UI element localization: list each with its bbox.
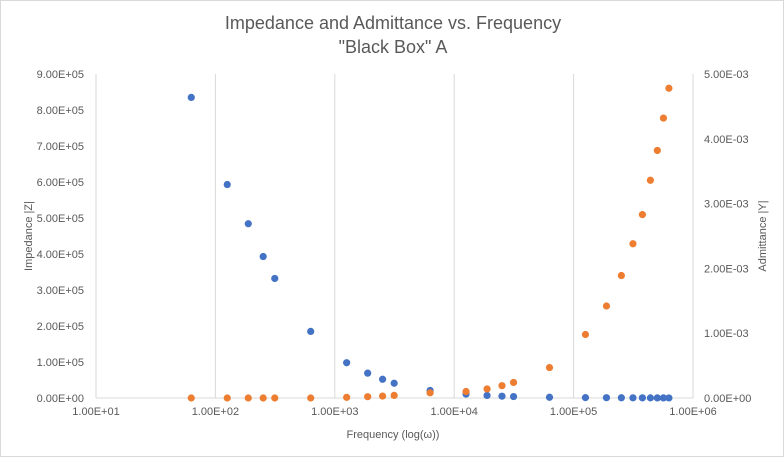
impedance-point (223, 180, 231, 189)
admittance-point (629, 240, 637, 248)
admittance-point (638, 211, 647, 219)
impedance-point (378, 375, 387, 383)
y-tick-label: 1.00E+05 (37, 357, 84, 369)
y2-axis-title: Admittance |Y| (757, 200, 769, 271)
y-tick-label: 9.00E+05 (37, 69, 84, 81)
admittance-point (498, 382, 506, 390)
admittance-point (545, 363, 554, 372)
impedance-point (602, 394, 611, 402)
admittance-point (343, 393, 351, 401)
y2-tick-label: 3.00E-03 (704, 199, 749, 211)
impedance-point (646, 394, 655, 402)
chart-title: Impedance and Admittance vs. Frequency (225, 13, 561, 33)
data-points (187, 84, 673, 402)
y-tick-label: 5.00E+05 (37, 213, 84, 225)
impedance-point (545, 393, 554, 401)
y-tick-label: 6.00E+05 (37, 177, 84, 189)
impedance-point (498, 392, 506, 400)
impedance-point (244, 220, 252, 228)
x-tick-label: 1.00E+05 (550, 406, 597, 418)
impedance-point (343, 359, 351, 367)
x-axis-title: Frequency (log(ω)) (347, 429, 440, 441)
y-tick-label: 0.00E+00 (37, 393, 84, 405)
impedance-point (638, 394, 647, 402)
impedance-point (187, 93, 195, 101)
admittance-point (509, 378, 518, 387)
impedance-point (307, 327, 315, 335)
y-tick-label: 3.00E+05 (37, 285, 84, 297)
x-tick-label: 1.00E+02 (192, 406, 239, 418)
admittance-point (390, 391, 398, 400)
impedance-point (617, 394, 625, 402)
impedance-point (659, 394, 668, 402)
admittance-point (602, 302, 611, 310)
admittance-point (244, 394, 252, 402)
admittance-point (646, 176, 655, 184)
impedance-point (581, 394, 590, 402)
x-tick-label: 1.00E+01 (72, 406, 119, 418)
y2-tick-label: 0.00E+00 (704, 393, 751, 405)
admittance-point (307, 394, 315, 402)
impedance-point (509, 392, 518, 401)
y2-tick-label: 4.00E-03 (704, 134, 749, 146)
y-tick-label: 4.00E+05 (37, 249, 84, 261)
admittance-point (653, 146, 661, 155)
impedance-point (653, 394, 661, 402)
impedance-point (665, 394, 673, 402)
impedance-point (271, 274, 279, 283)
admittance-point (659, 114, 668, 122)
admittance-point (483, 385, 491, 393)
impedance-point (390, 379, 398, 387)
admittance-point (259, 394, 267, 402)
chart-subtitle: "Black Box" A (339, 37, 448, 57)
admittance-point (187, 394, 195, 402)
admittance-point (665, 84, 673, 92)
admittance-point (617, 271, 625, 280)
impedance-point (483, 391, 491, 400)
y2-tick-label: 1.00E-03 (704, 328, 749, 340)
y2-tick-label: 5.00E-03 (704, 69, 749, 81)
y2-tick-label: 2.00E-03 (704, 263, 749, 275)
y-tick-label: 8.00E+05 (37, 105, 84, 117)
impedance-point (259, 252, 267, 261)
admittance-point (364, 393, 372, 401)
admittance-point (378, 392, 387, 400)
y-tick-label: 7.00E+05 (37, 141, 84, 153)
y-axis-title: Impedance |Z| (23, 201, 35, 271)
impedance-point (629, 394, 637, 402)
grid-lines (95, 74, 694, 398)
x-tick-label: 1.00E+03 (311, 406, 358, 418)
x-tick-label: 1.00E+04 (430, 406, 477, 418)
x-tick-label: 1.00E+06 (669, 406, 716, 418)
admittance-point (223, 394, 231, 402)
impedance-point (364, 369, 372, 377)
admittance-point (271, 394, 279, 402)
y-tick-label: 2.00E+05 (37, 321, 84, 333)
admittance-point (581, 330, 590, 339)
admittance-point (462, 387, 470, 396)
admittance-point (426, 389, 434, 397)
axes: 1.00E+01 1.00E+02 1.00E+03 1.00E+04 1.00E+05… (37, 69, 752, 418)
